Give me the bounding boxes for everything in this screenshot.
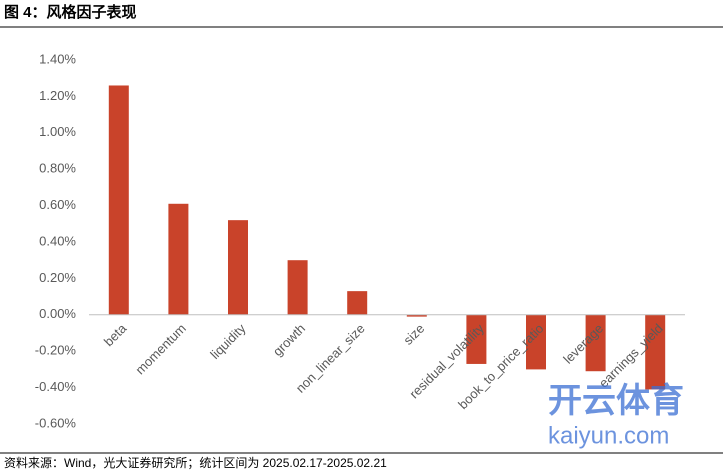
bar: [347, 291, 368, 315]
source-note: 资料来源：Wind，光大证券研究所；统计区间为 2025.02.17-2025.…: [4, 455, 387, 470]
y-tick-label: -0.40%: [35, 379, 77, 394]
chart-title: 图 4：风格因子表现: [4, 3, 137, 21]
bar: [466, 314, 487, 364]
y-tick-label: 1.00%: [39, 124, 76, 139]
x-tick-label: size: [400, 321, 427, 348]
y-tick-label: 0.20%: [39, 270, 76, 285]
bar: [585, 314, 606, 372]
bar: [108, 85, 129, 315]
x-tick-label: growth: [270, 321, 308, 359]
y-tick-label: 0.80%: [39, 161, 76, 176]
bar: [287, 260, 308, 315]
y-tick-label: 0.60%: [39, 197, 76, 212]
y-tick-label: 0.40%: [39, 233, 76, 248]
bar: [168, 203, 189, 315]
watermark: kaiyun.com: [548, 422, 669, 449]
x-tick-label: momentum: [132, 321, 189, 378]
bar: [645, 314, 666, 390]
y-tick-label: -0.20%: [35, 343, 77, 358]
bar: [526, 314, 546, 370]
bar: [228, 220, 248, 315]
y-tick-label: 1.20%: [39, 88, 76, 103]
y-tick-label: -0.60%: [35, 415, 77, 430]
y-tick-label: 0.00%: [39, 306, 76, 321]
x-tick-label: beta: [101, 320, 130, 349]
watermark: 开云体育: [548, 382, 684, 420]
y-tick-label: 1.40%: [39, 51, 76, 66]
x-tick-label: liquidity: [207, 320, 249, 362]
bar: [406, 314, 427, 317]
